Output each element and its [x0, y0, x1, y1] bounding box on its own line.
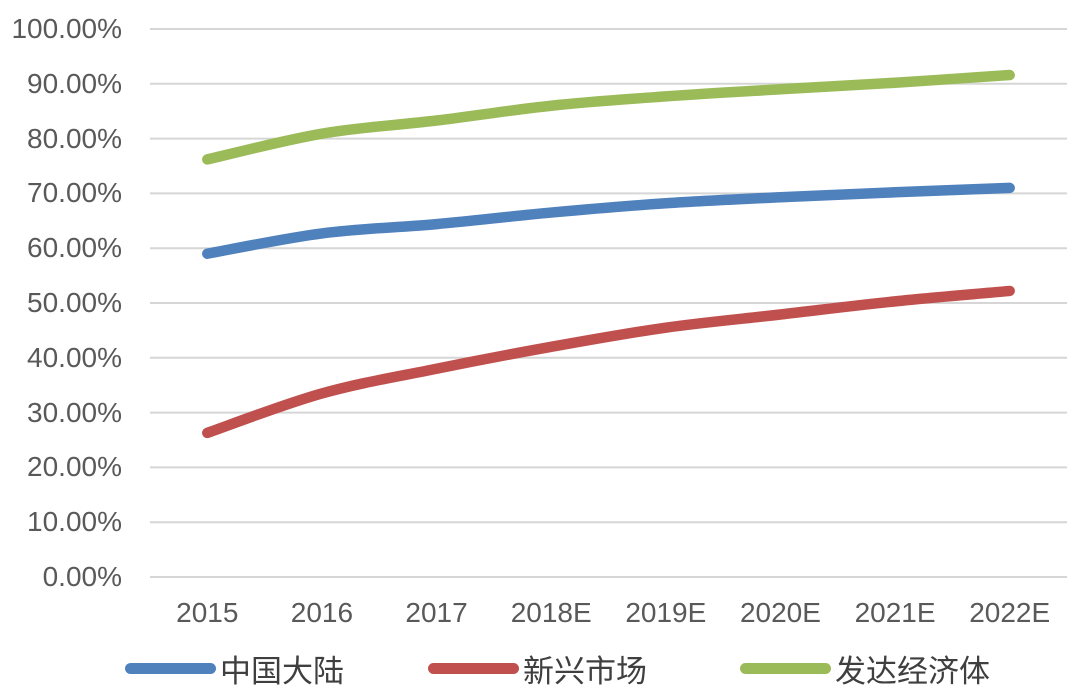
x-axis-tick-label: 2015 [176, 597, 239, 628]
x-axis-tick-label: 2018E [510, 597, 592, 628]
series-line-1 [202, 285, 1015, 439]
legend-swatch-developed-economies [740, 662, 831, 674]
y-axis-tick-label: 100.00% [11, 13, 122, 44]
legend-label-china-mainland: 中国大陆 [220, 653, 344, 689]
legend-label-developed-economies: 发达经济体 [835, 653, 990, 689]
x-axis-tick-label: 2020E [739, 597, 821, 628]
x-axis-tick-label: 2017 [405, 597, 468, 628]
y-axis-tick-label: 70.00% [27, 177, 122, 209]
y-axis-tick-label: 80.00% [27, 122, 122, 154]
legend: 中国大陆 新兴市场 发达经济体 [0, 648, 1080, 689]
x-axis-tick-label: 2019E [625, 597, 707, 628]
legend-swatch-emerging-markets [428, 662, 519, 674]
legend-label-emerging-markets: 新兴市场 [523, 653, 647, 689]
y-axis-tick-label: 60.00% [27, 232, 122, 264]
x-axis-tick-label: 2022E [969, 597, 1051, 628]
y-axis-tick-label: 40.00% [27, 341, 122, 373]
series-lines [202, 69, 1015, 439]
y-axis-tick-label: 30.00% [27, 396, 122, 428]
series-line-0 [202, 182, 1015, 259]
legend-item-china-mainland: 中国大陆 [125, 648, 344, 689]
y-axis-tick-label: 0.00% [42, 561, 122, 592]
y-axis-tick-label: 20.00% [27, 451, 122, 483]
legend-swatch-china-mainland [125, 662, 216, 674]
y-axis-tick-label: 50.00% [27, 287, 122, 318]
y-axis-tick-label: 90.00% [27, 67, 122, 99]
x-axis-tick-label: 2021E [854, 597, 936, 628]
legend-item-developed-economies: 发达经济体 [740, 648, 990, 689]
legend-item-emerging-markets: 新兴市场 [428, 648, 647, 689]
y-axis-tick-label: 10.00% [27, 506, 122, 538]
x-axis-tick-label: 2016 [290, 597, 354, 628]
series-line-2 [202, 69, 1015, 165]
